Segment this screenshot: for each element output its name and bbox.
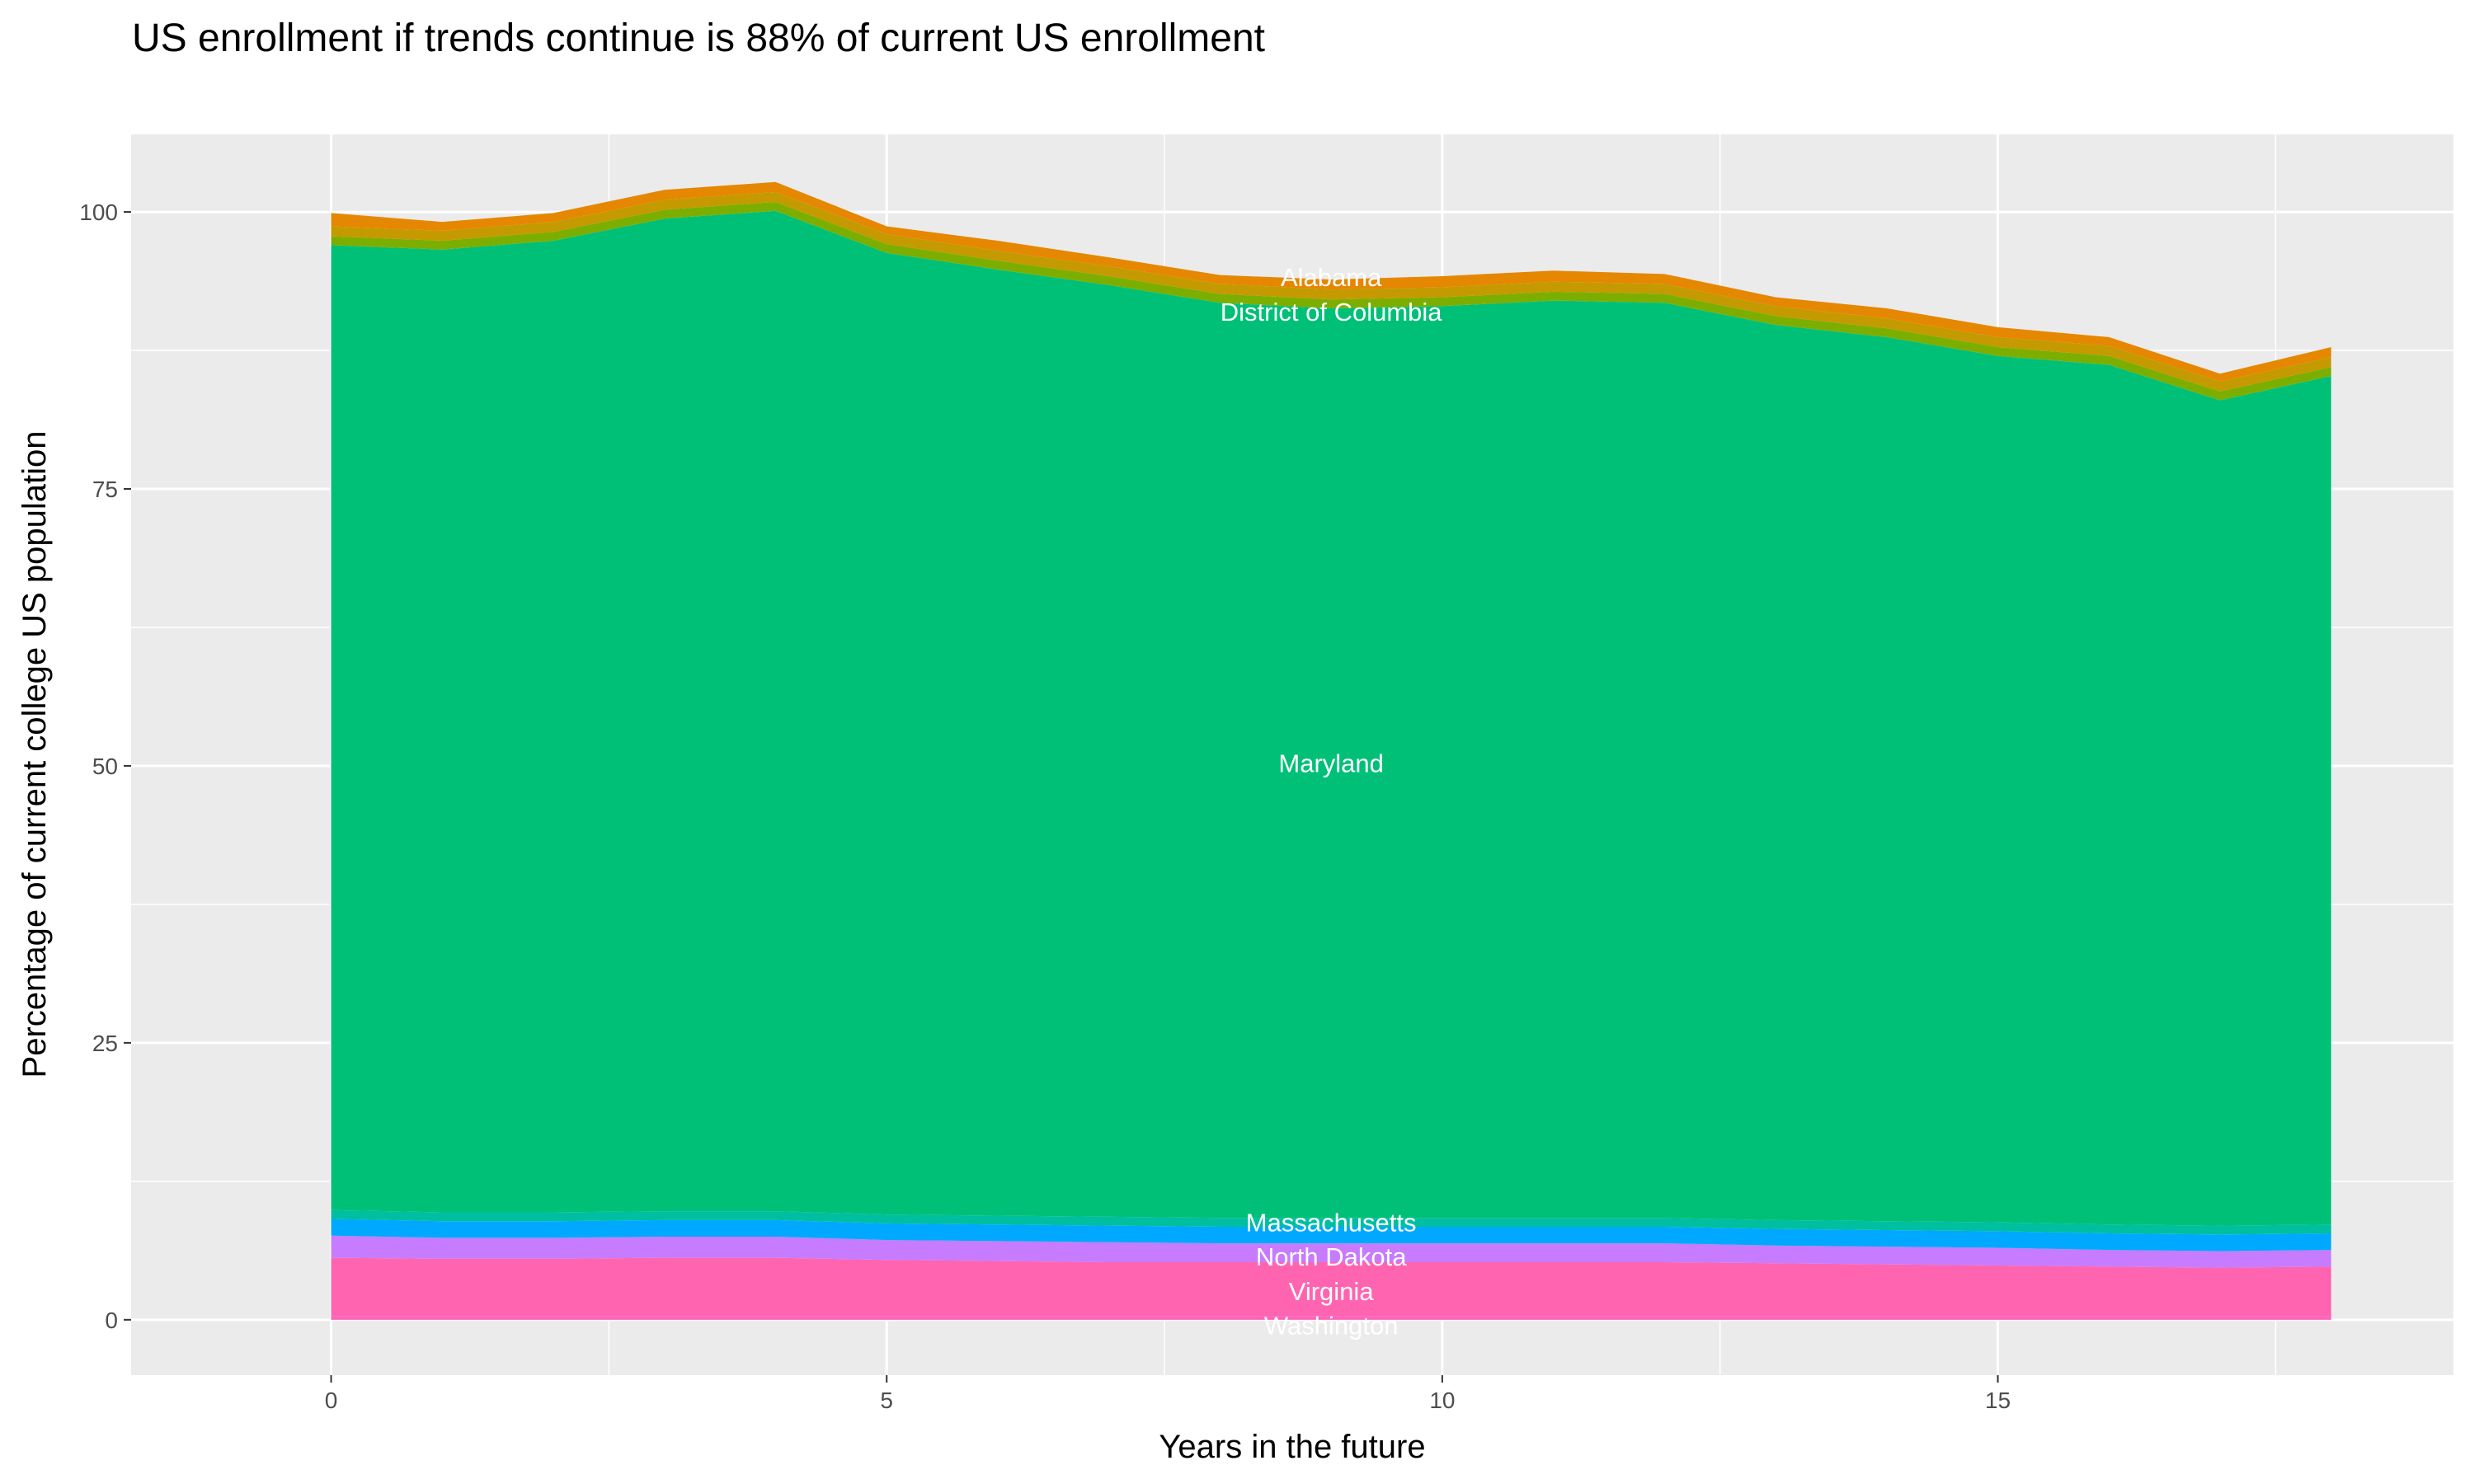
chart-title: US enrollment if trends continue is 88% … <box>132 16 1265 60</box>
x-tick-label: 0 <box>325 1388 338 1413</box>
y-tick-label: 0 <box>105 1308 118 1333</box>
series-label: Alabama <box>1281 263 1382 292</box>
x-tick-label: 5 <box>880 1388 893 1413</box>
area-massachusetts <box>331 1219 2331 1252</box>
y-tick-label: 50 <box>92 754 118 779</box>
series-label: Virginia <box>1289 1277 1375 1306</box>
x-tick-label: 15 <box>1985 1388 2011 1413</box>
area-alabama <box>331 181 2331 382</box>
area-maryland <box>331 210 2331 1226</box>
area-layer-4 <box>331 1209 2331 1235</box>
series-label: Maryland <box>1278 749 1384 778</box>
y-axis-title: Percentage of current college US populat… <box>16 431 53 1078</box>
y-tick-label: 25 <box>92 1031 118 1056</box>
x-axis-title: Years in the future <box>1159 1429 1425 1465</box>
area-washington <box>331 1316 2331 1320</box>
axis-ticks: 0 5 10 15 0 25 50 75 100 <box>79 200 2011 1413</box>
y-tick-label: 75 <box>92 477 118 502</box>
area-virginia <box>331 1257 2331 1317</box>
area-district-of-columbia <box>331 201 2331 401</box>
area-layer-7 <box>331 191 2331 392</box>
series-labels: Alabama District of Columbia Maryland Massa… <box>1221 263 1442 1341</box>
series-label: Washington <box>1264 1312 1399 1341</box>
series-label: North Dakota <box>1256 1242 1407 1271</box>
area-north-dakota <box>331 1235 2331 1268</box>
x-tick-label: 10 <box>1429 1388 1455 1413</box>
series-label: Massachusetts <box>1246 1209 1417 1237</box>
area-layers <box>331 181 2331 1320</box>
y-tick-label: 100 <box>79 200 118 225</box>
series-label: District of Columbia <box>1221 298 1442 326</box>
